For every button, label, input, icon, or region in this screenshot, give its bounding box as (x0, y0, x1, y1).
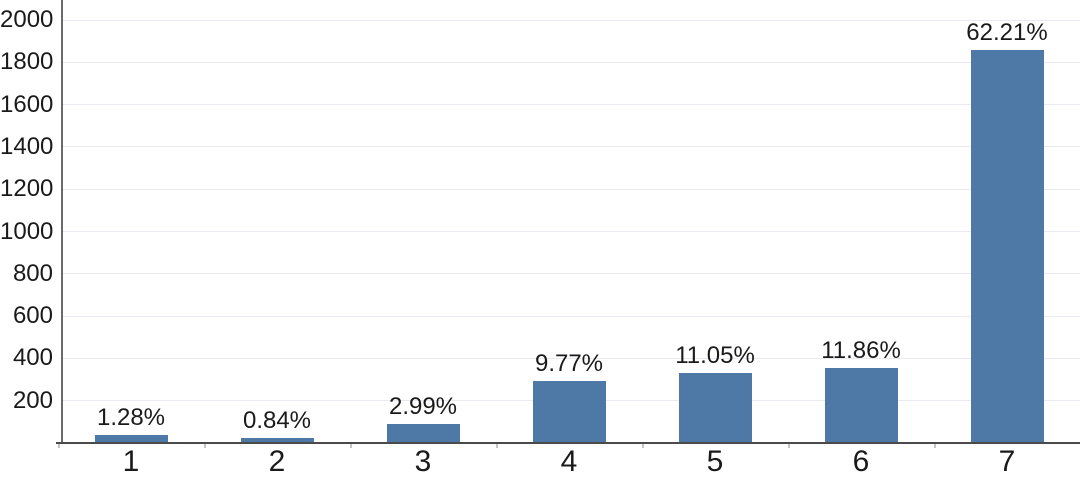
bar (824, 368, 898, 443)
x-tick-label: 5 (706, 445, 724, 477)
gridline (63, 104, 1080, 106)
y-tick-label: 1800 (0, 48, 54, 76)
gridline (63, 273, 1080, 275)
gridline (63, 61, 1080, 63)
bar (970, 49, 1044, 443)
gridline (63, 19, 1080, 21)
y-tick-label: 600 (12, 302, 53, 330)
x-axis-tick (496, 444, 498, 448)
gridline (63, 357, 1080, 359)
y-tick-label: 200 (12, 386, 53, 414)
y-tick-label: 800 (12, 259, 53, 287)
x-tick-label: 7 (998, 445, 1016, 477)
x-tick-label: 3 (414, 445, 432, 477)
x-tick-label: 4 (560, 445, 578, 477)
y-tick-label: 1000 (0, 217, 54, 245)
x-axis-tick (204, 444, 206, 448)
x-axis-line (56, 442, 1080, 444)
y-axis-line (61, 0, 63, 443)
x-tick-label: 2 (268, 445, 286, 477)
bar (240, 437, 314, 443)
y-tick-label: 1200 (0, 175, 54, 203)
bar (386, 424, 460, 443)
gridline (63, 315, 1080, 317)
bar-value-label: 1.28% (96, 403, 166, 431)
y-tick-label: 1600 (0, 90, 54, 118)
y-tick-label: 400 (12, 344, 53, 372)
x-axis-tick (350, 444, 352, 448)
bar-value-label: 62.21% (966, 18, 1048, 46)
bar (532, 381, 606, 443)
bar-value-label: 9.77% (534, 350, 604, 378)
x-tick-label: 1 (122, 445, 140, 477)
bar-value-label: 11.05% (675, 342, 755, 370)
x-axis-tick (788, 444, 790, 448)
bar-value-label: 0.84% (242, 406, 312, 434)
bar (94, 434, 168, 443)
x-axis-tick (934, 444, 936, 448)
x-axis-tick (58, 444, 60, 448)
x-tick-label: 6 (852, 445, 870, 477)
gridline (63, 188, 1080, 190)
x-axis-tick (642, 444, 644, 448)
bar (678, 373, 752, 443)
bar-value-label: 11.86% (821, 337, 901, 365)
gridline (63, 231, 1080, 232)
bar-value-label: 2.99% (388, 393, 458, 421)
y-tick-label: 2000 (0, 6, 54, 33)
y-tick-label: 1400 (0, 132, 54, 160)
gridline (63, 146, 1080, 148)
